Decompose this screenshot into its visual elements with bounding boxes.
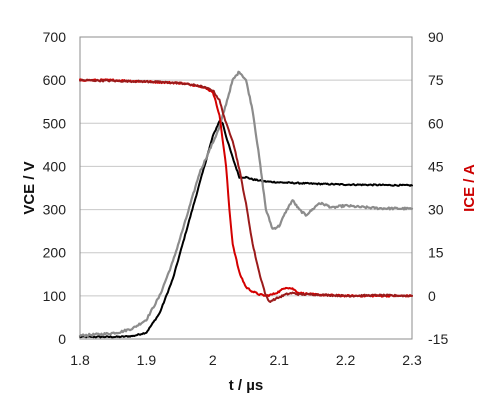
vce-trace-gray [78, 70, 414, 338]
y-tick-label: 300 [43, 202, 67, 218]
y2-tick-label: 45 [428, 158, 444, 174]
x-tick-label: 2.2 [336, 352, 356, 368]
plot-area [79, 36, 413, 340]
y-axis-title: VCE / V [21, 161, 38, 214]
x-tick-label: 1.8 [70, 352, 90, 368]
y-tick-label: 200 [43, 245, 67, 261]
y2-tick-label: 15 [428, 245, 444, 261]
y-tick-label: 100 [43, 288, 67, 304]
x-tick-label: 1.9 [137, 352, 157, 368]
vce-trace-black [79, 120, 413, 339]
series-lines [78, 70, 414, 339]
y2-tick-label: 90 [428, 29, 444, 45]
y-tick-label: 400 [43, 158, 67, 174]
x-tick-label: 2.1 [269, 352, 289, 368]
y-tick-label: 700 [43, 29, 67, 45]
y2-tick-label: 75 [428, 72, 444, 88]
x-axis-title: t / µs [229, 377, 263, 394]
y2-tick-label: -15 [428, 331, 448, 347]
y2-tick-label: 30 [428, 202, 444, 218]
y-tick-label: 500 [43, 115, 67, 131]
x-tick-label: 2.3 [402, 352, 422, 368]
y-tick-label: 0 [58, 331, 66, 347]
y2-axis-title: ICE / A [461, 164, 478, 212]
x-tick-label: 2 [209, 352, 217, 368]
y-tick-label: 600 [43, 72, 67, 88]
ice-trace-darkred [79, 78, 413, 303]
y2-tick-label: 0 [428, 288, 436, 304]
ice-trace-red [79, 78, 413, 298]
tick-labels: 0 100 200 300 400 500 600 700 -15 0 15 30 45 60 75 90 1.… [43, 29, 449, 368]
y2-tick-label: 60 [428, 115, 444, 131]
